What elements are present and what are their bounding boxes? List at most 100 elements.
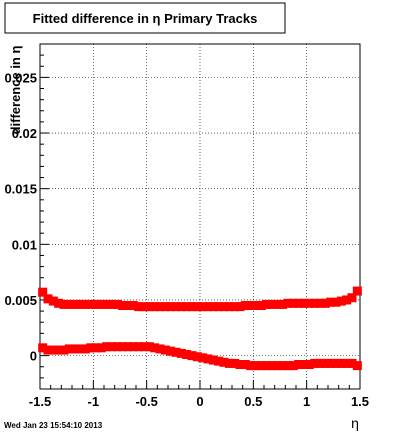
x-tick-label: -1.5 [29, 394, 51, 409]
data-point [182, 302, 192, 312]
data-point [107, 299, 117, 309]
data-point [336, 296, 346, 306]
data-point [299, 298, 309, 308]
data-point [112, 342, 122, 352]
data-point [38, 343, 48, 353]
data-point [347, 293, 357, 303]
data-point [198, 353, 208, 363]
data-point [347, 358, 357, 368]
x-tick-label: -0.5 [135, 394, 157, 409]
y-axis-label: difference in η [8, 46, 23, 135]
data-point [48, 345, 58, 355]
data-point [214, 302, 224, 312]
data-point [278, 361, 288, 371]
data-point [230, 358, 240, 368]
data-point [139, 302, 149, 312]
data-point [304, 298, 314, 308]
x-tick-label: 0 [196, 394, 203, 409]
data-point [171, 347, 181, 357]
data-marks [38, 286, 362, 371]
data-point [160, 345, 170, 355]
data-point [107, 342, 117, 352]
data-point [80, 344, 90, 354]
data-point [320, 358, 330, 368]
axes: -1.5 -1 -0.5 0 0.5 1 1.5 0 0.005 0.01 0.015 0.02 0.0… [4, 43, 369, 409]
data-point [272, 299, 282, 309]
data-point [134, 302, 144, 312]
data-point [128, 342, 138, 352]
data-point [160, 302, 170, 312]
data-point [208, 355, 218, 365]
data-point [315, 298, 325, 308]
data-point [246, 361, 256, 371]
data-point [294, 298, 304, 308]
data-point [304, 360, 314, 370]
data-point [187, 351, 197, 361]
data-point [224, 302, 234, 312]
data-point [331, 358, 341, 368]
data-point [352, 361, 362, 371]
x-tick-label: 0.5 [244, 394, 262, 409]
data-point [256, 301, 266, 311]
data-point [91, 343, 101, 353]
x-tick-label: 1.5 [351, 394, 369, 409]
data-point [326, 297, 336, 307]
data-point [70, 299, 80, 309]
data-point [123, 301, 133, 311]
data-point [310, 358, 320, 368]
data-point [310, 298, 320, 308]
data-point [64, 344, 74, 354]
data-point [144, 302, 154, 312]
data-point [75, 299, 85, 309]
data-point [230, 302, 240, 312]
data-point [219, 302, 229, 312]
data-point [246, 301, 256, 311]
data-point [320, 298, 330, 308]
y-tick-label: 0.005 [4, 293, 37, 308]
data-point [155, 302, 165, 312]
data-point [54, 298, 64, 308]
data-point [80, 299, 90, 309]
data-point [240, 301, 250, 311]
data-point [182, 350, 192, 359]
title-box: Fitted difference in η Primary Tracks [4, 2, 286, 34]
data-point [43, 294, 53, 304]
data-point [150, 343, 160, 353]
data-point [187, 302, 197, 312]
data-point [352, 286, 362, 296]
title-frame [4, 2, 286, 34]
data-point [176, 302, 186, 312]
data-point [96, 299, 106, 309]
data-point [278, 299, 288, 309]
x-tick-label: 1 [303, 394, 310, 409]
data-point [283, 298, 293, 308]
data-point [102, 342, 112, 352]
data-point [219, 357, 229, 367]
data-point [54, 345, 64, 355]
data-point [331, 297, 341, 307]
data-point [64, 299, 74, 309]
data-point [155, 344, 165, 354]
chart-title: Fitted difference in η Primary Tracks [33, 11, 258, 26]
y-tick-label: 0.02 [12, 126, 37, 141]
y-tick-label: 0.025 [4, 70, 37, 85]
data-point [251, 301, 261, 311]
x-axis-label: η [351, 415, 359, 431]
data-point [48, 296, 58, 306]
data-point [123, 342, 133, 352]
data-point [262, 361, 272, 371]
data-point [150, 302, 160, 312]
data-point [86, 299, 96, 309]
data-point [326, 358, 336, 368]
data-point [91, 299, 101, 309]
data-point [288, 298, 298, 308]
data-point [251, 361, 261, 371]
data-point [128, 301, 138, 311]
data-point [134, 342, 144, 352]
x-tick-label: -1 [88, 394, 100, 409]
data-point [166, 302, 176, 312]
data-point [86, 343, 96, 353]
data-point [192, 302, 202, 312]
data-point [224, 358, 234, 368]
